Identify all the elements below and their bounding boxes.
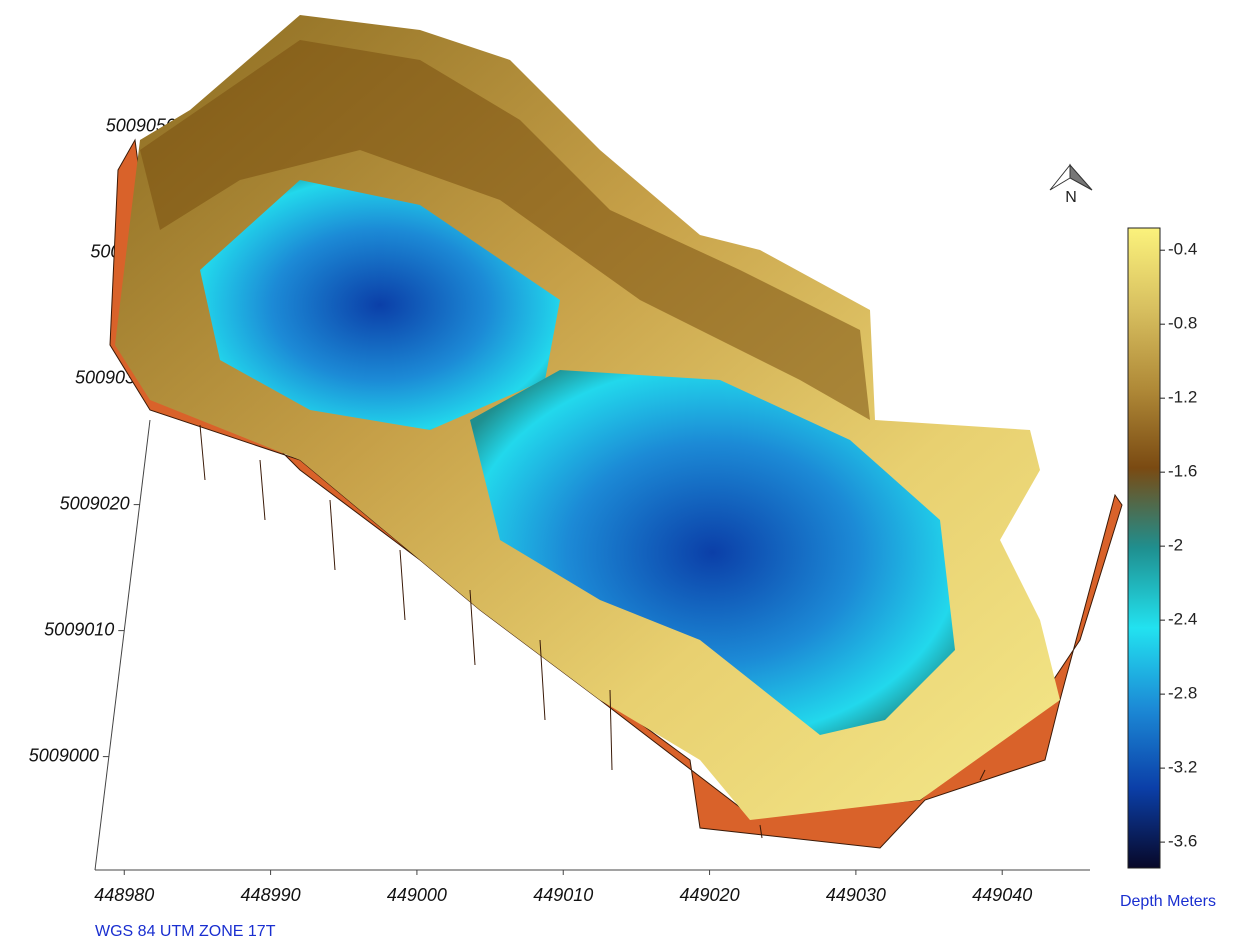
y-tick-label: 5009020: [60, 493, 130, 513]
colorbar-label: Depth Meters: [1120, 893, 1216, 910]
y-axis-line: [95, 420, 150, 870]
north-arrow-left: [1050, 165, 1070, 190]
bathymetry-surface: [110, 15, 1122, 848]
colorbar-tick-label: -2.8: [1168, 684, 1197, 703]
colorbar-tick-label: -1.6: [1168, 462, 1197, 481]
x-tick-label: 449000: [387, 885, 447, 905]
north-arrow-right: [1070, 165, 1092, 190]
colorbar-tick-label: -0.8: [1168, 314, 1197, 333]
projection-label: WGS 84 UTM ZONE 17T: [95, 923, 276, 940]
x-tick-label: 448990: [241, 885, 301, 905]
x-tick-label: 449040: [972, 885, 1032, 905]
x-tick-label: 449010: [533, 885, 593, 905]
north-arrow: N: [1050, 165, 1092, 206]
colorbar-tick-label: -0.4: [1168, 240, 1197, 259]
colorbar-tick-label: -3.2: [1168, 758, 1197, 777]
colorbar: -0.4 -0.8 -1.2 -1.6 -2 -2.4 -2.8 -3.2 -3.6: [1128, 228, 1197, 868]
chart: 448980 448990 449000 449010 449020 449030 4490…: [0, 0, 1244, 944]
colorbar-tick-label: -2: [1168, 536, 1183, 555]
colorbar-bar: [1128, 228, 1160, 868]
x-tick-label: 449020: [680, 885, 740, 905]
x-tick-label: 448980: [94, 885, 154, 905]
colorbar-tick-label: -1.2: [1168, 388, 1197, 407]
colorbar-tick-label: -3.6: [1168, 832, 1197, 851]
north-label: N: [1065, 189, 1077, 206]
colorbar-tick-label: -2.4: [1168, 610, 1197, 629]
x-tick-label: 449030: [826, 885, 886, 905]
y-tick-label: 5009000: [29, 745, 99, 765]
y-tick-label: 5009010: [44, 619, 114, 639]
